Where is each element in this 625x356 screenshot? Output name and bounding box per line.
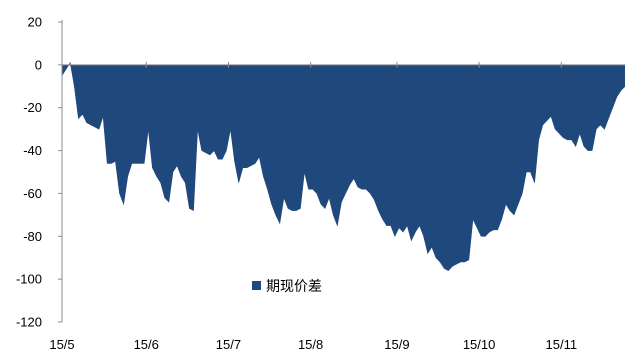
y-tick-label: -80 (23, 229, 42, 244)
x-tick-label: 15/7 (216, 337, 241, 351)
x-tick-label: 15/11 (546, 337, 578, 351)
y-tick-label: -20 (23, 100, 42, 115)
area-layer (61, 61, 625, 271)
legend-swatch (252, 281, 261, 290)
axes (58, 20, 625, 323)
y-tick-label: -40 (23, 143, 42, 158)
x-tick-label: 15/8 (298, 337, 323, 351)
y-tick-label: 20 (28, 15, 42, 30)
y-tick-label: -120 (16, 315, 42, 330)
y-tick-label: 0 (35, 57, 42, 72)
tick-labels: 20 0 -20 -40 -60 -80 -100 -120 15/5 15/6 15/7 15/8 1… (16, 15, 578, 353)
y-tick-label: -60 (23, 186, 42, 201)
legend: 期现价差 (252, 278, 322, 294)
x-tick-label: 15/10 (463, 337, 496, 351)
x-tick-label: 15/5 (49, 337, 74, 351)
series-area-期现价差 (61, 61, 625, 271)
x-tick-label: 15/9 (384, 337, 409, 351)
legend-label: 期现价差 (266, 278, 322, 294)
x-tick-label: 15/6 (134, 337, 159, 351)
y-tick-label: -100 (16, 272, 42, 287)
